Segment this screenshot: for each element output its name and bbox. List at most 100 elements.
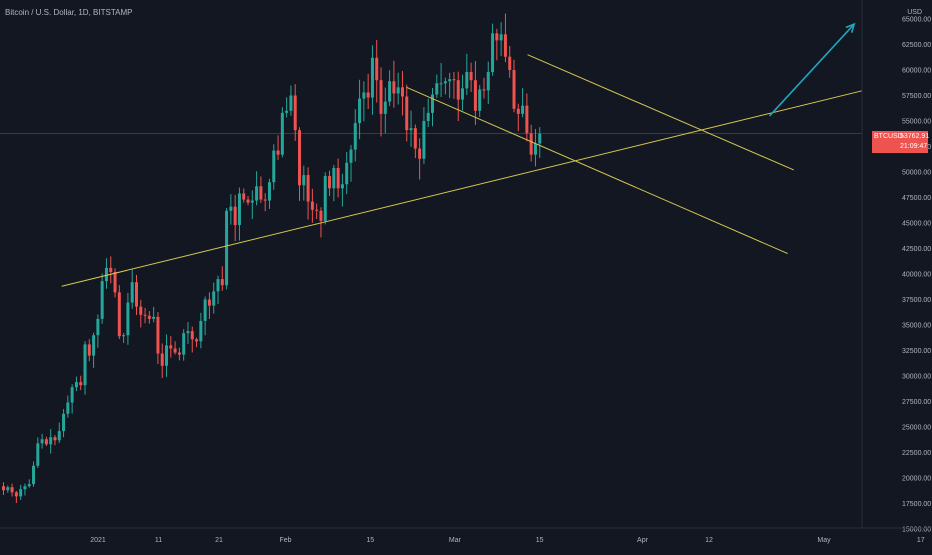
badge-price: 53762.91 bbox=[900, 133, 930, 140]
candle-body bbox=[23, 486, 27, 490]
candle-body bbox=[83, 344, 87, 386]
candle-body bbox=[529, 133, 533, 155]
candle-body bbox=[10, 487, 14, 493]
candle-body bbox=[413, 128, 417, 149]
price-tick-label: 60000.00 bbox=[902, 68, 931, 75]
time-tick-label: 15 bbox=[366, 537, 374, 544]
candle-body bbox=[66, 402, 70, 414]
price-tick-label: 57500.00 bbox=[902, 93, 931, 100]
candle-body bbox=[134, 282, 138, 307]
badge-countdown: 21:09:47 bbox=[900, 143, 928, 150]
candles-group bbox=[2, 13, 542, 503]
candle-body bbox=[503, 34, 507, 57]
candle-body bbox=[32, 465, 36, 485]
candle-body bbox=[246, 199, 250, 203]
candle-body bbox=[152, 316, 156, 319]
trendline bbox=[61, 84, 885, 287]
candle-body bbox=[27, 484, 31, 487]
candle-body bbox=[70, 387, 74, 403]
trendline bbox=[527, 54, 794, 171]
candle-body bbox=[104, 267, 108, 282]
trendlines-group bbox=[0, 22, 885, 287]
candle-body bbox=[122, 335, 126, 337]
candle-body bbox=[74, 382, 78, 388]
candle-body bbox=[448, 79, 452, 82]
candle-body bbox=[233, 206, 237, 226]
candle-body bbox=[298, 130, 302, 186]
candle-body bbox=[250, 200, 254, 203]
candle-body bbox=[182, 333, 186, 355]
price-tick-label: 35000.00 bbox=[902, 323, 931, 330]
candle-body bbox=[19, 489, 23, 497]
candle-body bbox=[340, 184, 344, 189]
candle-body bbox=[383, 101, 387, 114]
time-tick-label: 12 bbox=[705, 537, 713, 544]
price-axis[interactable]: 15000.00 17500.00 20000.00 22500.00 25000.00… bbox=[861, 0, 932, 550]
candle-body bbox=[370, 57, 374, 98]
price-axis-background bbox=[862, 0, 932, 550]
candle-body bbox=[426, 112, 430, 121]
candle-body bbox=[302, 175, 306, 186]
candle-body bbox=[259, 186, 263, 200]
candle-body bbox=[336, 167, 340, 189]
candle-body bbox=[422, 121, 426, 159]
candle-body bbox=[44, 439, 48, 445]
candle-body bbox=[57, 431, 61, 441]
candle-body bbox=[229, 206, 233, 211]
candle-body bbox=[263, 199, 267, 201]
candle-body bbox=[293, 95, 297, 131]
candle-body bbox=[473, 80, 477, 111]
candle-body bbox=[456, 80, 460, 100]
candle-body bbox=[521, 105, 525, 114]
candle-body bbox=[212, 291, 216, 306]
candle-body bbox=[469, 72, 473, 81]
candle-body bbox=[538, 133, 542, 144]
time-tick-label: 11 bbox=[155, 537, 162, 544]
time-tick-label: May bbox=[817, 537, 831, 544]
candle-body bbox=[358, 98, 362, 124]
candle-body bbox=[165, 345, 169, 366]
candle-body bbox=[315, 209, 319, 211]
candle-body bbox=[362, 92, 366, 99]
candle-body bbox=[92, 335, 96, 356]
candle-body bbox=[203, 299, 207, 321]
candle-body bbox=[195, 339, 199, 342]
price-tick-label: 32500.00 bbox=[902, 348, 931, 355]
candle-body bbox=[173, 348, 177, 353]
candle-body bbox=[499, 34, 503, 41]
candle-body bbox=[40, 439, 44, 444]
candle-body bbox=[289, 95, 293, 111]
candle-body bbox=[220, 279, 224, 286]
candle-body bbox=[396, 87, 400, 94]
candle-body bbox=[495, 33, 499, 41]
candle-body bbox=[443, 81, 447, 84]
price-tick-label: 45000.00 bbox=[902, 221, 931, 228]
candle-body bbox=[439, 83, 443, 85]
price-tick-label: 37500.00 bbox=[902, 297, 931, 304]
candle-body bbox=[491, 33, 495, 73]
candle-body bbox=[400, 87, 404, 97]
price-tick-label: 42500.00 bbox=[902, 246, 931, 253]
candle-body bbox=[482, 89, 486, 91]
time-tick-label: Mar bbox=[449, 537, 462, 544]
time-tick-label: Apr bbox=[637, 537, 649, 544]
candle-body bbox=[435, 83, 439, 95]
candle-body bbox=[478, 89, 482, 111]
candle-body bbox=[117, 292, 121, 337]
candle-body bbox=[486, 72, 490, 91]
projection-arrow-head bbox=[845, 22, 856, 33]
price-tick-label: 27500.00 bbox=[902, 399, 931, 406]
candle-body bbox=[461, 88, 465, 100]
candle-body bbox=[190, 331, 194, 340]
time-axis[interactable]: 1420211121Feb15Mar15Apr12May17Jun14Jul12… bbox=[0, 527, 932, 544]
candle-body bbox=[255, 186, 259, 201]
candle-body bbox=[353, 123, 357, 150]
currency-label: USD bbox=[907, 9, 922, 16]
candle-body bbox=[100, 281, 104, 319]
price-tick-label: 17500.00 bbox=[902, 501, 931, 508]
candle-body bbox=[465, 72, 469, 89]
time-tick-label: 15 bbox=[536, 537, 544, 544]
candle-body bbox=[332, 167, 336, 189]
